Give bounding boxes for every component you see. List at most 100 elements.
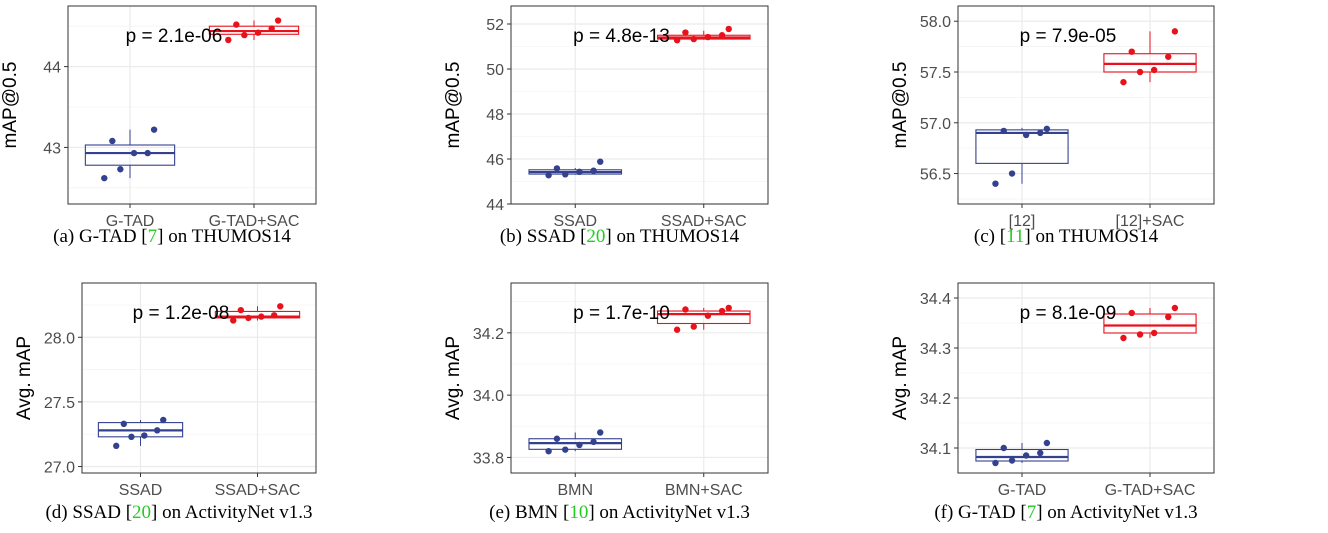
plot-frame <box>81 282 317 474</box>
caption-reference: 20 <box>586 226 605 247</box>
data-point <box>553 435 561 442</box>
chart-panel-4: 27.0 27.5 28.0 SSAD SSAD+SAC p = 1.2e-08 Avg. … <box>14 282 317 523</box>
data-point <box>117 166 124 173</box>
caption-reference: 7 <box>148 226 158 247</box>
y-tick-label: 58.0 <box>920 14 951 31</box>
y-tick-label: 44 <box>486 197 504 214</box>
y-tick-label: 46 <box>486 152 504 169</box>
data-point <box>225 36 232 44</box>
chart-panel-6: 34.1 34.2 34.3 34.4 G-TAD G-TAD+SAC p = 8.1e-0… <box>890 282 1215 523</box>
y-tick-label: 57.5 <box>920 65 951 82</box>
data-point <box>704 312 712 319</box>
data-point <box>241 31 248 39</box>
data-point <box>141 432 148 439</box>
data-point <box>1128 309 1135 317</box>
data-point <box>128 433 135 441</box>
y-tick-label: 48 <box>486 107 504 124</box>
caption-reference: 20 <box>132 502 151 523</box>
data-point <box>562 446 569 453</box>
plot-frame <box>957 282 1215 474</box>
p-value-label: p = 1.2e-08 <box>133 303 230 324</box>
data-point <box>690 35 697 43</box>
data-point <box>682 306 689 313</box>
data-point <box>992 180 999 187</box>
data-point <box>274 17 282 24</box>
data-point <box>673 37 681 44</box>
data-point <box>1165 53 1172 60</box>
data-point <box>1043 125 1051 133</box>
plot-area <box>68 6 316 204</box>
data-point <box>718 32 726 39</box>
panel-caption: (e) BMN [10] on ActivityNet v1.3 <box>489 502 750 523</box>
data-point <box>233 21 240 28</box>
caption-prefix: (f) G-TAD [ <box>934 502 1026 523</box>
plot-area <box>958 6 1214 204</box>
y-axis-label: mAP@0.5 <box>0 62 21 149</box>
data-point <box>144 149 151 157</box>
data-point <box>992 459 999 467</box>
box-body <box>84 144 176 166</box>
data-point <box>1022 452 1030 459</box>
data-point <box>130 149 138 157</box>
data-point <box>1008 457 1016 464</box>
y-tick-label: 34.4 <box>920 291 951 308</box>
panel-caption: (d) SSAD [20] on ActivityNet v1.3 <box>45 502 312 523</box>
caption-prefix: (c) [ <box>974 226 1006 247</box>
data-point <box>690 323 697 330</box>
data-point <box>1165 313 1172 321</box>
data-point <box>597 158 604 165</box>
y-tick-label: 44 <box>43 60 61 77</box>
data-point <box>150 126 158 133</box>
y-tick-label: 34.2 <box>920 391 951 408</box>
data-point <box>682 29 689 36</box>
x-tick-label: SSAD+SAC <box>215 482 301 499</box>
data-point <box>1171 304 1179 312</box>
data-point <box>704 33 712 41</box>
caption-prefix: (e) BMN [ <box>489 502 569 523</box>
data-point <box>553 165 561 172</box>
y-tick-label: 43 <box>43 140 61 157</box>
p-value-label: p = 4.8e-13 <box>573 26 670 47</box>
data-point <box>1150 66 1158 74</box>
p-value-label: p = 1.7e-10 <box>573 303 670 324</box>
data-point <box>562 171 569 178</box>
data-point <box>1000 444 1007 452</box>
plot-frame <box>510 282 769 474</box>
data-point <box>1120 78 1127 86</box>
x-tick-label: G-TAD <box>998 482 1047 499</box>
plot-area <box>958 283 1214 473</box>
panel-caption: (f) G-TAD [7] on ActivityNet v1.3 <box>934 502 1197 523</box>
x-tick-label: BMN <box>557 482 593 499</box>
x-tick-label: SSAD+SAC <box>661 213 747 230</box>
data-point <box>237 306 245 314</box>
data-point <box>1128 48 1135 55</box>
data-point <box>1136 331 1144 338</box>
data-point <box>101 174 108 182</box>
data-point <box>597 429 604 436</box>
plot-frame <box>957 5 1215 205</box>
y-tick-label: 27.0 <box>44 460 75 477</box>
x-tick-label: BMN+SAC <box>665 482 743 499</box>
data-point <box>277 303 284 310</box>
y-axis-label: mAP@0.5 <box>443 62 464 149</box>
data-point <box>545 172 552 179</box>
data-point <box>1043 439 1051 447</box>
chart-panel-1: 43 44 G-TAD G-TAD+SAC p = 2.1e-06 mAP@0.5 (a) … <box>0 5 317 247</box>
y-tick-label: 34.0 <box>473 388 504 405</box>
caption-prefix: (d) SSAD [ <box>45 502 132 523</box>
y-tick-label: 28.0 <box>44 330 75 347</box>
data-point <box>160 416 167 424</box>
data-point <box>1120 334 1127 342</box>
caption-suffix: ] on THUMOS14 <box>605 226 739 247</box>
chart-panel-3: 56.5 57.0 57.5 58.0 [12] [12]+SAC p = 7.9e-05 m… <box>890 5 1215 247</box>
data-point <box>1150 329 1158 337</box>
caption-suffix: ] on ActivityNet v1.3 <box>588 502 749 523</box>
data-point <box>230 317 237 324</box>
caption-suffix: ] on ActivityNet v1.3 <box>151 502 312 523</box>
data-point <box>1008 170 1016 177</box>
chart-panel-5: 33.8 34.0 34.2 BMN BMN+SAC p = 1.7e-10 Avg. mA… <box>443 282 769 523</box>
data-point <box>268 25 275 32</box>
p-value-label: p = 8.1e-09 <box>1020 303 1117 324</box>
data-point <box>1022 131 1030 139</box>
x-tick-label: [12] <box>1009 213 1036 230</box>
